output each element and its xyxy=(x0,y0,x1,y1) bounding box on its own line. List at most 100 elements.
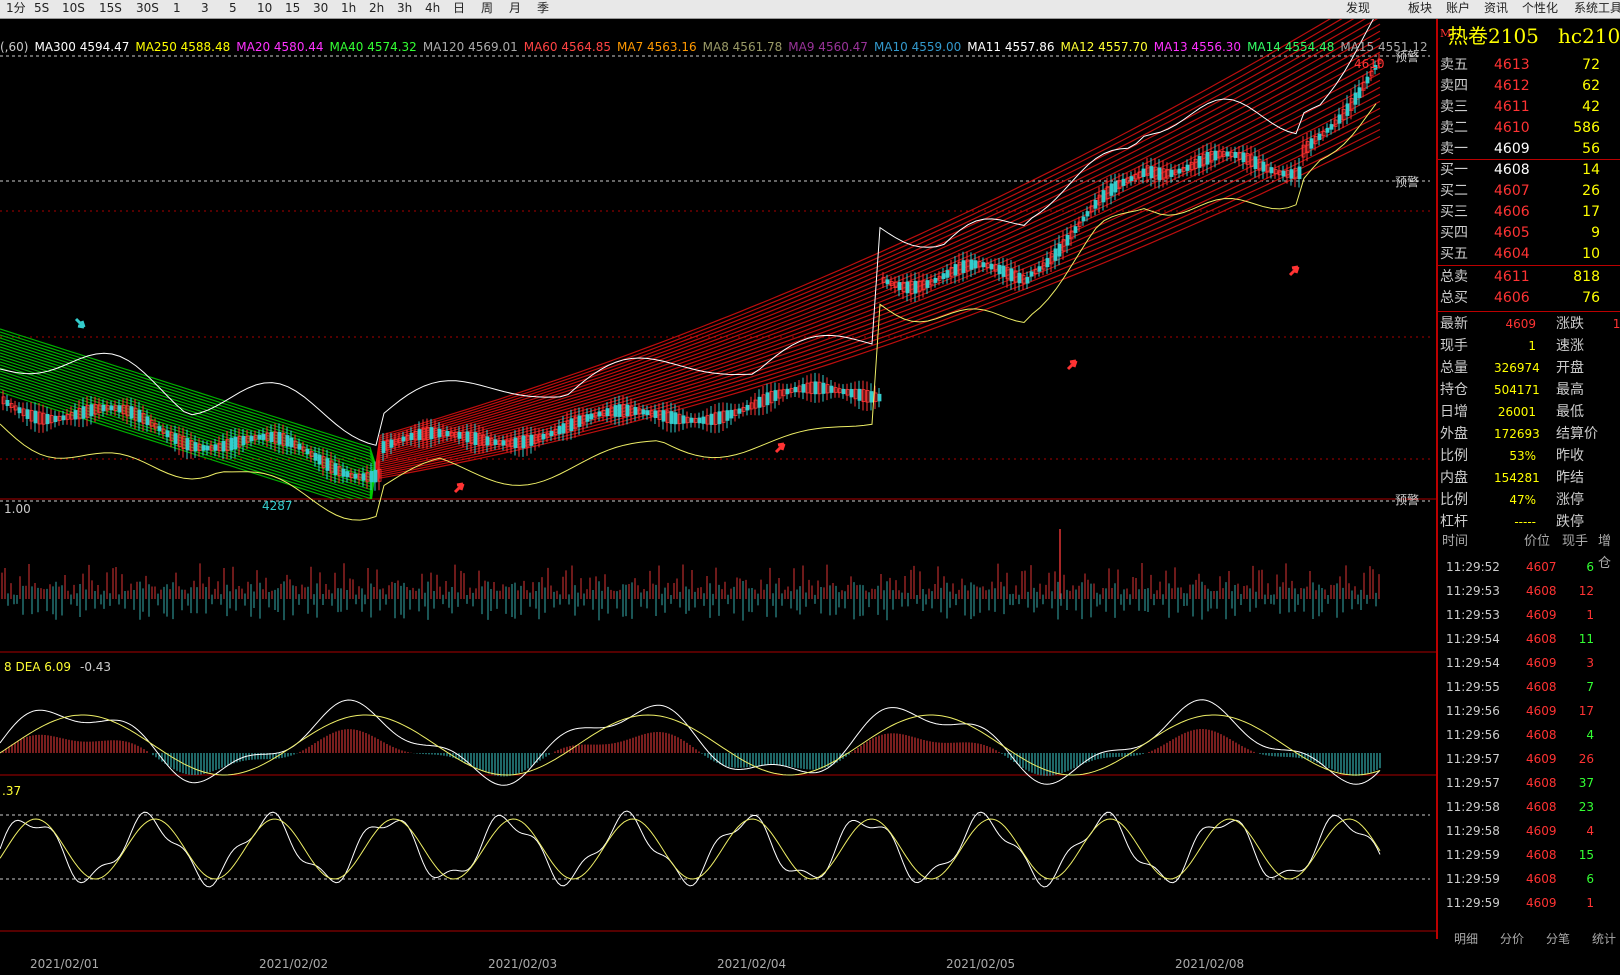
candle-body xyxy=(89,404,94,417)
tick-tab-0[interactable]: 明细 xyxy=(1454,932,1479,946)
candle-body xyxy=(509,438,514,448)
menu-item-0[interactable]: 发现 xyxy=(1346,1,1371,15)
candle-body xyxy=(533,434,538,444)
ma-legend-item: MA12 4557.70 xyxy=(1060,40,1148,54)
signal-arrow xyxy=(1066,359,1078,371)
candle-body xyxy=(29,409,34,422)
period-button-9[interactable]: 15 xyxy=(285,1,301,15)
ma-ribbon-red xyxy=(375,19,1366,476)
period-button-8[interactable]: 10 xyxy=(257,1,273,15)
tick-volume: 6 xyxy=(1586,872,1594,886)
stat-row: 最新 4609 涨跌 10 xyxy=(1438,313,1620,335)
candle-body xyxy=(1293,167,1298,180)
candle-body xyxy=(197,443,202,451)
candle-body xyxy=(397,437,402,443)
candle-body xyxy=(921,280,926,291)
period-button-3[interactable]: 15S xyxy=(99,1,122,15)
tick-tab-3[interactable]: 统计 xyxy=(1592,932,1617,946)
candle-body xyxy=(425,427,430,440)
candle-body xyxy=(689,417,694,423)
period-button-15[interactable]: 日 xyxy=(453,1,466,15)
candle-body xyxy=(797,385,802,393)
order-volume: 586 xyxy=(1573,120,1600,136)
tick-tab-2[interactable]: 分笔 xyxy=(1546,932,1571,946)
candle-body xyxy=(833,387,838,393)
menu-item-4[interactable]: 个性化 xyxy=(1522,1,1559,15)
ask-row: 卖五 4613 72 xyxy=(1438,55,1620,76)
candle-body xyxy=(37,411,42,425)
candle-body xyxy=(1105,186,1110,200)
candle-body xyxy=(529,434,534,446)
candle-body xyxy=(1041,262,1046,270)
period-button-1[interactable]: 5S xyxy=(34,1,50,15)
candle-body xyxy=(145,416,150,426)
candle-body xyxy=(489,438,494,446)
candle-body xyxy=(309,451,314,458)
candle-body xyxy=(1305,141,1310,154)
period-button-6[interactable]: 3 xyxy=(201,1,209,15)
period-button-11[interactable]: 1h xyxy=(341,1,357,15)
candle-body xyxy=(165,430,170,438)
candle-body xyxy=(517,436,522,449)
tick-row: 11:29:56 4609 17 xyxy=(1438,699,1620,723)
candle-body xyxy=(1065,234,1070,246)
period-button-17[interactable]: 月 xyxy=(509,1,522,15)
candle-body xyxy=(1353,92,1358,105)
orderbook-divider xyxy=(1438,159,1620,160)
period-button-2[interactable]: 10S xyxy=(62,1,85,15)
stat-value: 47% xyxy=(1509,493,1536,507)
order-price: 4608 xyxy=(1494,162,1530,178)
candle-body xyxy=(729,409,734,419)
menu-item-1[interactable]: 板块 xyxy=(1408,1,1433,15)
tick-tab-1[interactable]: 分价 xyxy=(1500,932,1525,946)
low-price-marker: 4287 xyxy=(262,499,293,513)
tick-volume: 15 xyxy=(1578,848,1594,862)
kdj-k-line xyxy=(0,810,1381,888)
ask-row: 卖一 4609 56 xyxy=(1438,139,1620,160)
period-button-12[interactable]: 2h xyxy=(369,1,385,15)
candle-body xyxy=(865,389,870,403)
period-button-13[interactable]: 3h xyxy=(397,1,413,15)
period-button-10[interactable]: 30 xyxy=(313,1,329,15)
candle-body xyxy=(1189,161,1194,170)
menu-item-5[interactable]: 系统工具 xyxy=(1574,1,1620,15)
tick-row: 11:29:57 4608 37 xyxy=(1438,771,1620,795)
stat-label-2: 速涨 xyxy=(1556,338,1584,354)
chart-area[interactable]: (,60) MA300 4594.47 MA250 4588.48 MA20 4580… xyxy=(0,13,1436,971)
candle-body xyxy=(957,261,962,275)
chart-canvas[interactable] xyxy=(0,13,1436,939)
menu-item-2[interactable]: 账户 xyxy=(1446,1,1471,15)
stat-label: 持仓 xyxy=(1440,382,1468,398)
menu-item-3[interactable]: 资讯 xyxy=(1484,1,1509,15)
date-tick: 2021/02/04 xyxy=(717,957,787,971)
candle-body xyxy=(321,456,326,468)
period-button-4[interactable]: 30S xyxy=(136,1,159,15)
ma-ribbon-red xyxy=(375,79,1381,468)
candle-body xyxy=(749,402,754,410)
candle-body xyxy=(453,432,458,438)
ma-legend-item: MA250 4588.48 xyxy=(135,40,231,54)
bid-row: 买一 4608 14 xyxy=(1438,160,1620,181)
macd-panel-label: 8 DEA 6.09 xyxy=(4,660,72,674)
tick-time: 11:29:56 xyxy=(1446,728,1500,742)
candle-body xyxy=(21,408,26,417)
candle-body xyxy=(1281,170,1286,177)
candle-body xyxy=(317,454,322,465)
tick-volume: 7 xyxy=(1586,680,1594,694)
tick-volume: 23 xyxy=(1578,800,1594,814)
period-button-5[interactable]: 1 xyxy=(173,1,181,15)
bollinger-upper xyxy=(0,13,1377,446)
period-button-14[interactable]: 4h xyxy=(425,1,441,15)
tick-time: 11:29:52 xyxy=(1446,560,1500,574)
candle-body xyxy=(661,410,666,422)
order-level-label: 卖五 xyxy=(1440,57,1468,73)
period-button-18[interactable]: 季 xyxy=(537,1,550,15)
stat-row: 现手 1 速涨 xyxy=(1438,335,1620,357)
period-button-7[interactable]: 5 xyxy=(229,1,237,15)
tick-volume: 6 xyxy=(1586,560,1594,574)
candle-body xyxy=(1229,151,1234,157)
tick-row: 11:29:59 4608 6 xyxy=(1438,867,1620,891)
candle-body xyxy=(1177,168,1182,174)
period-button-16[interactable]: 周 xyxy=(481,1,494,15)
period-button-0[interactable]: 1分 xyxy=(6,1,26,15)
